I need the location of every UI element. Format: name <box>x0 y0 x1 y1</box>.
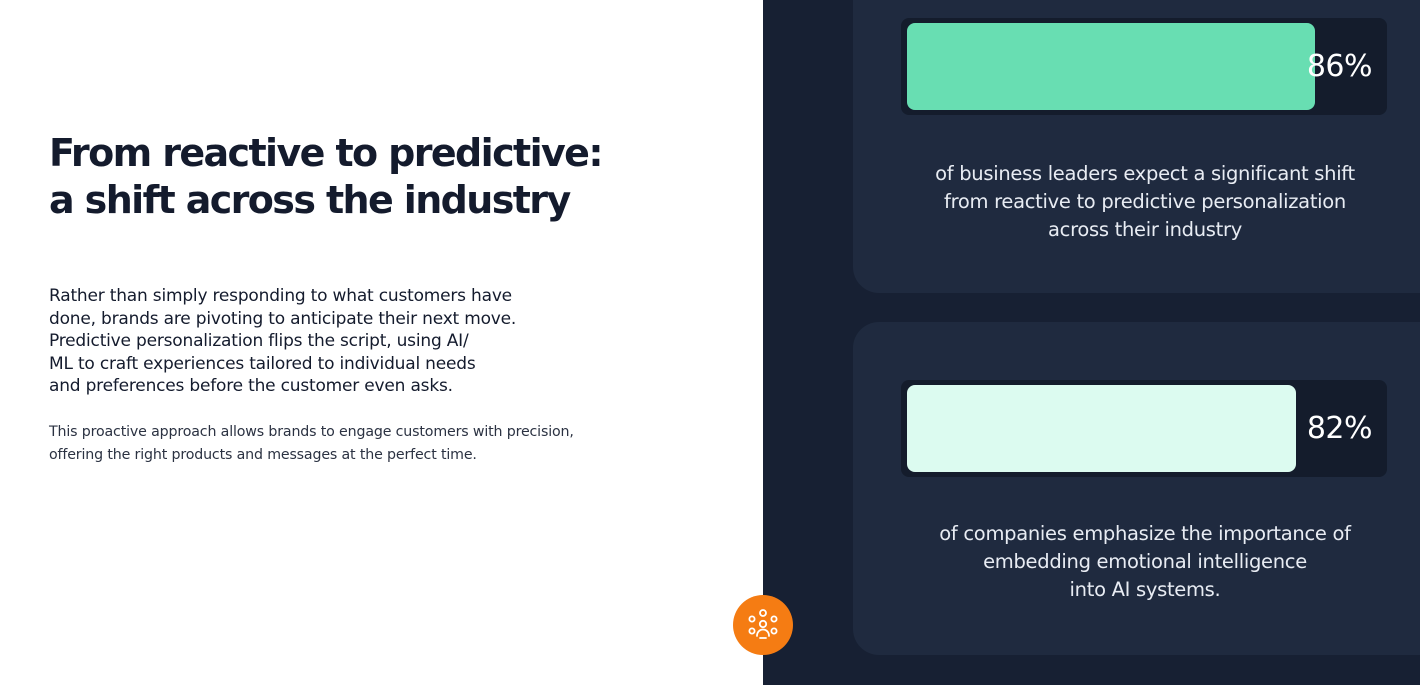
lead-paragraph: Rather than simply responding to what cu… <box>49 285 569 398</box>
stat-bar-fill <box>907 385 1296 472</box>
network-people-icon <box>748 609 778 639</box>
body-line: This proactive approach allows brands to… <box>49 424 574 440</box>
lead-line: done, brands are pivoting to anticipate … <box>49 308 517 329</box>
stat-bar-track: 82% <box>901 380 1387 477</box>
title-line: From reactive to predictive: <box>49 131 604 175</box>
stat-value: 86% <box>1306 49 1373 84</box>
stat-caption: of companies emphasize the importance of… <box>890 520 1400 604</box>
caption-line: of companies emphasize the importance of <box>939 522 1351 545</box>
caption-line: embedding emotional intelligence <box>983 550 1307 573</box>
lead-line: Predictive personalization flips the scr… <box>49 331 469 352</box>
caption-line: across their industry <box>1048 218 1242 241</box>
lead-line: and preferences before the customer even… <box>49 376 453 397</box>
stat-card <box>853 322 1420 655</box>
stat-bar-fill <box>907 23 1315 110</box>
lead-line: Rather than simply responding to what cu… <box>49 286 512 306</box>
body-line: offering the right products and messages… <box>49 446 477 463</box>
caption-line: into AI systems. <box>1069 578 1221 601</box>
content-panel <box>0 0 763 685</box>
stat-caption: of business leaders expect a significant… <box>890 160 1400 244</box>
caption-line: from reactive to predictive personalizat… <box>944 190 1346 213</box>
page-title: From reactive to predictive: a shift acr… <box>49 130 649 224</box>
stat-bar-track: 86% <box>901 18 1387 115</box>
body-paragraph: This proactive approach allows brands to… <box>49 421 629 466</box>
lead-line: ML to craft experiences tailored to indi… <box>49 353 476 374</box>
floating-action-button[interactable] <box>733 595 793 655</box>
caption-line: of business leaders expect a significant… <box>935 162 1355 185</box>
stat-value: 82% <box>1306 411 1373 446</box>
title-line: a shift across the industry <box>49 178 571 222</box>
